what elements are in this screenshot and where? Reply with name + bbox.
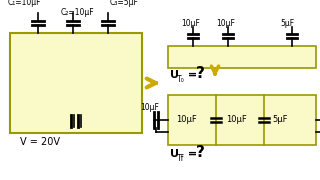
Text: T₀: T₀ bbox=[177, 75, 185, 84]
Bar bbox=[168, 46, 316, 68]
Text: 5μF: 5μF bbox=[280, 19, 294, 28]
Text: U: U bbox=[170, 70, 179, 80]
Text: 10μF: 10μF bbox=[140, 103, 159, 112]
Text: ?: ? bbox=[196, 145, 205, 160]
Text: 10μF: 10μF bbox=[176, 115, 197, 124]
Bar bbox=[168, 95, 316, 145]
Text: 10μF: 10μF bbox=[181, 19, 200, 28]
Text: =: = bbox=[184, 70, 201, 80]
Text: Tf: Tf bbox=[177, 154, 184, 163]
Text: 10μF: 10μF bbox=[226, 115, 247, 124]
Text: 5μF: 5μF bbox=[272, 115, 287, 124]
Text: =: = bbox=[184, 149, 201, 159]
Bar bbox=[10, 33, 142, 133]
Text: V = 20V: V = 20V bbox=[20, 137, 60, 147]
Text: C₂=10μF: C₂=10μF bbox=[61, 8, 95, 17]
Text: ?: ? bbox=[196, 66, 205, 81]
Text: U: U bbox=[170, 149, 179, 159]
Text: C₃=5μF: C₃=5μF bbox=[110, 0, 139, 7]
Text: C₁=10μF: C₁=10μF bbox=[8, 0, 42, 7]
Text: 10μF: 10μF bbox=[216, 19, 235, 28]
